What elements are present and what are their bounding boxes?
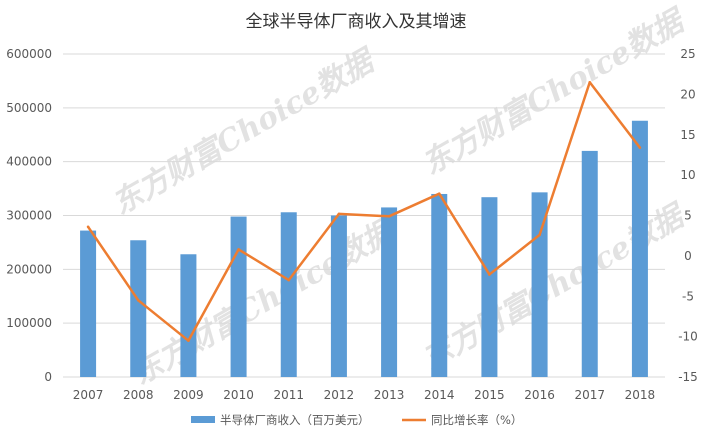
y-left-tick-label: 100000 (6, 316, 52, 330)
bar (130, 240, 147, 377)
x-tick-label: 2016 (524, 388, 555, 402)
line-point (387, 215, 391, 218)
x-axis: 2007 2008 2009 2010 2011 2012 2013 2014 2015 2016… (73, 388, 655, 402)
legend-label-line: 同比增长率（%） (431, 413, 522, 427)
bar (581, 150, 598, 377)
x-tick-label: 2011 (273, 388, 304, 402)
legend-label-bar: 半导体厂商收入（百万美元） (220, 413, 370, 427)
legend-swatch-bar (191, 416, 215, 423)
line-point (538, 233, 541, 237)
legend: 半导体厂商收入（百万美元） 同比增长率（%） (191, 413, 522, 427)
line-point (437, 192, 441, 195)
y-left-tick-label: 400000 (6, 155, 52, 169)
line-point (187, 339, 190, 342)
y-left-tick-label: 500000 (6, 101, 52, 115)
bar (80, 230, 97, 377)
y-left-tick-label: 200000 (6, 262, 52, 276)
line-point (488, 273, 491, 276)
line-point (588, 80, 592, 84)
bar (431, 193, 448, 377)
y-right-tick-label: -15 (678, 370, 698, 384)
y-right-tick-label: 0 (684, 249, 692, 263)
x-tick-label: 2014 (424, 388, 455, 402)
bar (180, 254, 197, 377)
y-axis-right: -15 -10 -5 0 5 10 15 20 25 (678, 47, 698, 384)
y-right-tick-label: -10 (678, 330, 698, 344)
y-right-tick-label: 15 (680, 128, 695, 142)
bar (280, 212, 297, 377)
y-right-tick-label: 25 (680, 47, 695, 61)
watermark-2: 东方财富Choice数据 (127, 212, 404, 392)
y-left-tick-label: 0 (44, 370, 52, 384)
y-left-tick-label: 600000 (6, 47, 52, 61)
bar (330, 215, 347, 377)
x-tick-label: 2015 (474, 388, 505, 402)
line-point (136, 298, 140, 302)
line-point (287, 278, 291, 282)
bar (631, 120, 648, 378)
y-axis-left: 0 100000 200000 300000 400000 500000 600000 (6, 47, 52, 384)
x-tick-label: 2010 (223, 388, 254, 402)
y-right-tick-label: 5 (684, 209, 692, 223)
y-left-tick-label: 300000 (6, 209, 52, 223)
x-tick-label: 2013 (374, 388, 405, 402)
x-tick-label: 2008 (123, 388, 154, 402)
y-right-tick-label: -5 (682, 289, 694, 303)
line-series (86, 80, 642, 342)
bar (230, 216, 247, 377)
x-tick-label: 2007 (73, 388, 104, 402)
bar (381, 207, 398, 377)
x-tick-label: 2018 (625, 388, 656, 402)
y-right-tick-label: 10 (680, 168, 695, 182)
watermark-0: 东方财富Choice数据 (107, 42, 384, 222)
x-tick-label: 2012 (324, 388, 355, 402)
chart-title: 全球半导体厂商收入及其增速 (246, 12, 467, 32)
line-point (237, 248, 240, 251)
x-tick-label: 2009 (173, 388, 204, 402)
line-point (86, 225, 90, 229)
bar (481, 197, 498, 377)
line-point (638, 146, 642, 149)
y-right-tick-label: 20 (680, 87, 695, 101)
gridlines (63, 53, 665, 378)
growth-line (87, 81, 641, 342)
x-tick-label: 2017 (574, 388, 605, 402)
line-point (337, 212, 341, 216)
